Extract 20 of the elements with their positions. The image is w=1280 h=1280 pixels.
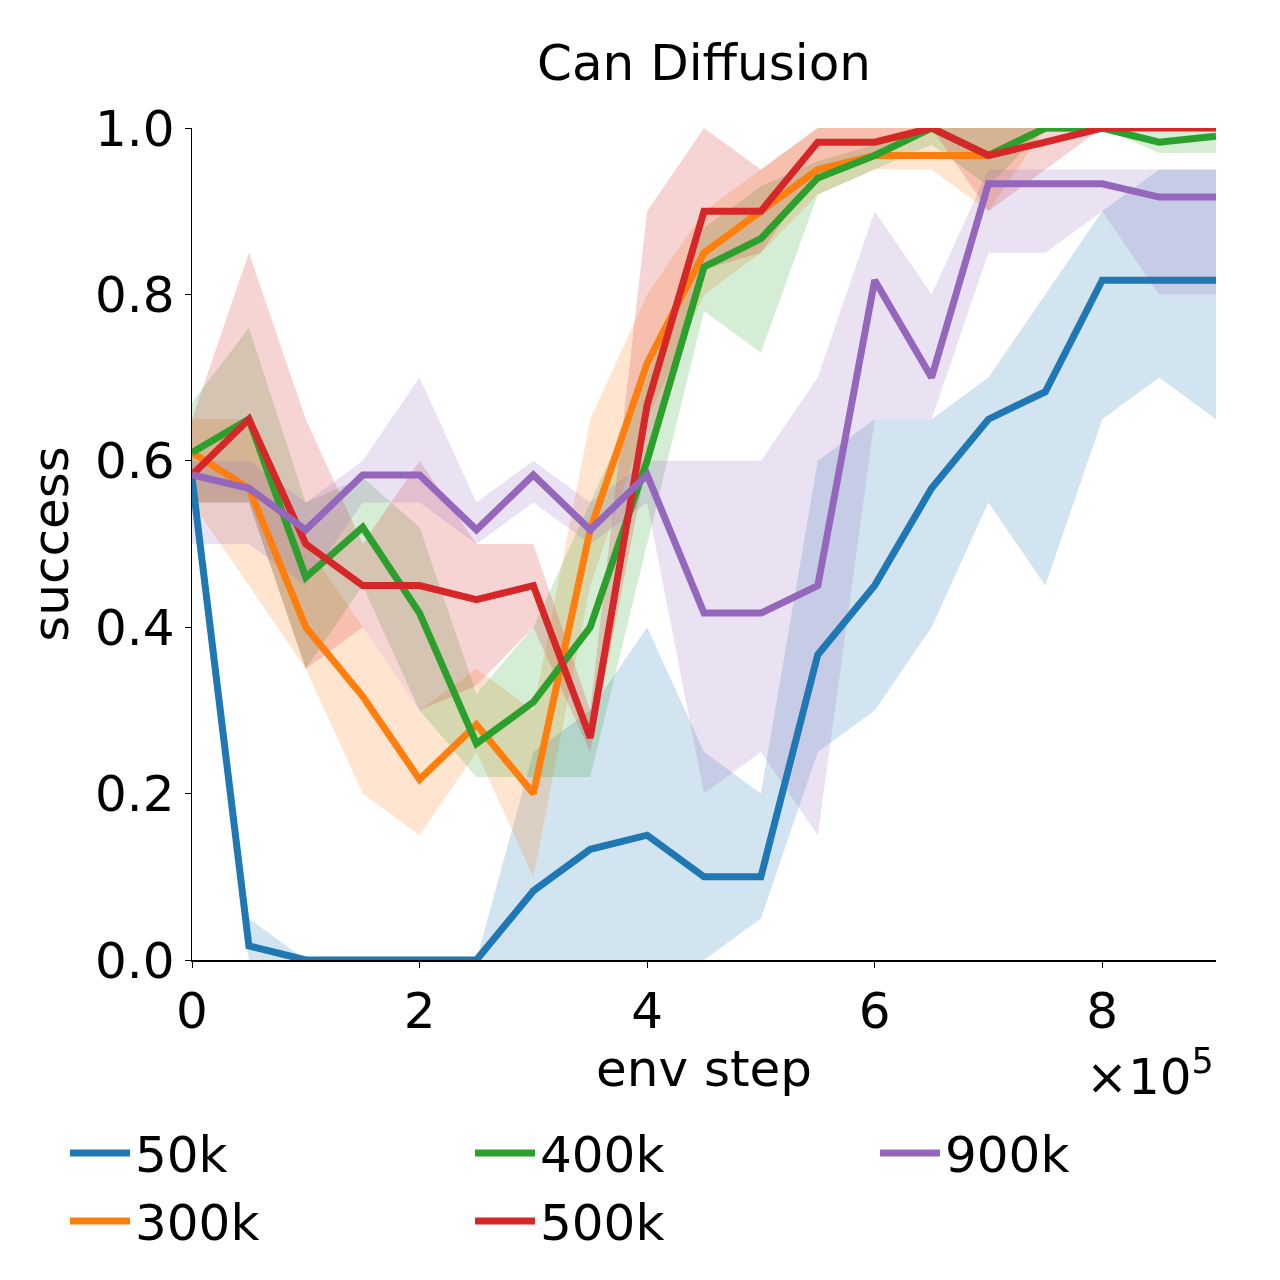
text: ×10$^{5}$	[1086, 1041, 1214, 1106]
y-tick-label: 0.6	[94, 432, 175, 491]
y-tick-label: 0.2	[94, 765, 175, 824]
y-tick-label: 0.8	[94, 265, 175, 324]
x-tick-label: 0	[176, 981, 208, 1040]
chart-title: Can Diffusion	[537, 33, 871, 92]
legend-label: 50k	[135, 1126, 228, 1185]
y-tick-label: 1.0	[94, 99, 175, 158]
x-tick-label: 4	[631, 981, 664, 1040]
y-axis-title: success	[22, 446, 81, 642]
y-tick-label: 0.4	[94, 598, 175, 657]
legend-label: 400k	[540, 1126, 665, 1185]
legend-label: 900k	[945, 1126, 1070, 1185]
y-tick-label: 0.0	[94, 931, 175, 990]
x-tick-label: 8	[1086, 981, 1119, 1040]
x-tick-label: 6	[858, 981, 891, 1040]
x-axis-title: env step	[595, 1039, 813, 1098]
x-tick-label: 2	[403, 981, 436, 1040]
legend-label: 500k	[540, 1194, 665, 1253]
legend-label: 300k	[135, 1194, 260, 1253]
